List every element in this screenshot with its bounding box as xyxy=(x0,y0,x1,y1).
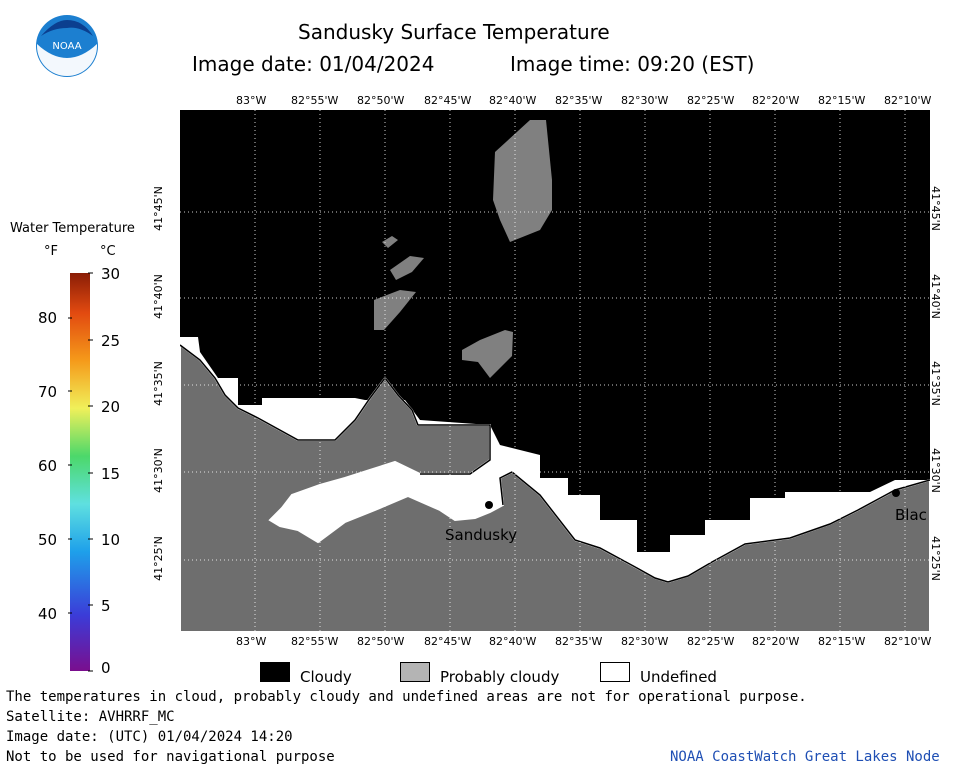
probably-cloudy-patch xyxy=(374,290,416,330)
lon-tick-bottom: 82°50'W xyxy=(357,635,405,648)
lon-tick-top: 82°40'W xyxy=(489,94,537,107)
credit-link[interactable]: NOAA CoastWatch Great Lakes Node xyxy=(670,749,940,765)
logo-text: NOAA xyxy=(52,41,81,52)
lat-tick-left: 41°35'N xyxy=(151,361,165,406)
lon-tick-bottom: 82°55'W xyxy=(291,635,339,648)
image-time: Image time: 09:20 (EST) xyxy=(510,52,755,76)
probably-cloudy-patch xyxy=(493,120,552,242)
satellite-text: Satellite: AVHRRF_MC xyxy=(6,709,175,725)
colorbar-unit-c: °C xyxy=(100,244,116,259)
place-label-sandusky: Sandusky xyxy=(445,526,518,544)
blac-marker xyxy=(892,489,900,497)
lat-tick-left: 41°30'N xyxy=(151,448,165,493)
nav-warning-text: Not to be used for navigational purpose xyxy=(6,749,335,765)
lon-tick-bottom: 82°20'W xyxy=(752,635,800,648)
lon-tick-top: 82°20'W xyxy=(752,94,800,107)
lon-tick-bottom: 82°30'W xyxy=(621,635,669,648)
colorbar-unit-f: °F xyxy=(44,244,58,259)
lat-tick-right: 41°40'N xyxy=(928,274,942,319)
place-label-blac: Blac xyxy=(895,506,927,524)
colorbar-c-tick: 25 xyxy=(101,332,121,350)
legend-swatch-undefined xyxy=(600,662,630,682)
utc-date-text: Image date: (UTC) 01/04/2024 14:20 xyxy=(6,729,293,745)
colorbar-f-tick: 50 xyxy=(38,531,58,549)
lon-tick-bottom: 82°35'W xyxy=(555,635,603,648)
lon-tick-top: 82°45'W xyxy=(424,94,472,107)
graticule xyxy=(180,110,930,632)
colorbar xyxy=(68,272,93,672)
lon-tick-top: 82°35'W xyxy=(555,94,603,107)
lat-tick-right: 41°45'N xyxy=(928,186,942,231)
probably-cloudy-patch xyxy=(462,330,513,378)
lon-tick-top: 82°55'W xyxy=(291,94,339,107)
legend-label-cloudy: Cloudy xyxy=(300,668,352,686)
lon-tick-top: 82°50'W xyxy=(357,94,405,107)
lon-tick-bottom: 82°25'W xyxy=(687,635,735,648)
lon-tick-top: 83°W xyxy=(236,94,267,107)
lat-tick-left: 41°40'N xyxy=(151,274,165,319)
colorbar-c-tick: 0 xyxy=(101,659,111,677)
legend-swatch-probably-cloudy xyxy=(400,662,430,682)
probably-cloudy-patch xyxy=(390,256,424,280)
cloud-area xyxy=(180,110,930,552)
legend-label-probably-cloudy: Probably cloudy xyxy=(440,668,560,686)
colorbar-c-tick: 15 xyxy=(101,465,121,483)
colorbar-f-tick: 40 xyxy=(38,605,58,623)
colorbar-c-tick: 10 xyxy=(101,531,121,549)
lat-tick-left: 41°25'N xyxy=(151,536,165,581)
lat-tick-right: 41°25'N xyxy=(928,536,942,581)
lat-tick-right: 41°30'N xyxy=(928,448,942,493)
colorbar-c-tick: 5 xyxy=(101,597,111,615)
lon-tick-bottom: 82°45'W xyxy=(424,635,472,648)
lon-tick-bottom: 83°W xyxy=(236,635,267,648)
lat-tick-left: 41°45'N xyxy=(151,186,165,231)
sandusky-marker xyxy=(485,501,493,509)
disclaimer-text: The temperatures in cloud, probably clou… xyxy=(6,689,807,705)
probably-cloudy-patch xyxy=(382,236,398,248)
lon-tick-bottom: 82°10'W xyxy=(884,635,932,648)
image-date: Image date: 01/04/2024 xyxy=(192,52,435,76)
lon-tick-top: 82°25'W xyxy=(687,94,735,107)
lon-tick-bottom: 82°40'W xyxy=(489,635,537,648)
lon-tick-top: 82°15'W xyxy=(818,94,866,107)
noaa-logo: NOAA xyxy=(36,15,98,77)
legend-swatch-cloudy xyxy=(260,662,290,682)
colorbar-c-tick: 30 xyxy=(101,265,121,283)
colorbar-c-tick: 20 xyxy=(101,398,121,416)
page-title: Sandusky Surface Temperature xyxy=(298,20,610,44)
lon-tick-top: 82°30'W xyxy=(621,94,669,107)
lon-tick-bottom: 82°15'W xyxy=(818,635,866,648)
legend-label-undefined: Undefined xyxy=(640,668,717,686)
colorbar-title: Water Temperature xyxy=(10,221,135,236)
colorbar-f-tick: 60 xyxy=(38,457,58,475)
lat-tick-right: 41°35'N xyxy=(928,361,942,406)
colorbar-f-tick: 70 xyxy=(38,383,58,401)
lon-tick-top: 82°10'W xyxy=(884,94,932,107)
colorbar-f-tick: 80 xyxy=(38,309,58,327)
